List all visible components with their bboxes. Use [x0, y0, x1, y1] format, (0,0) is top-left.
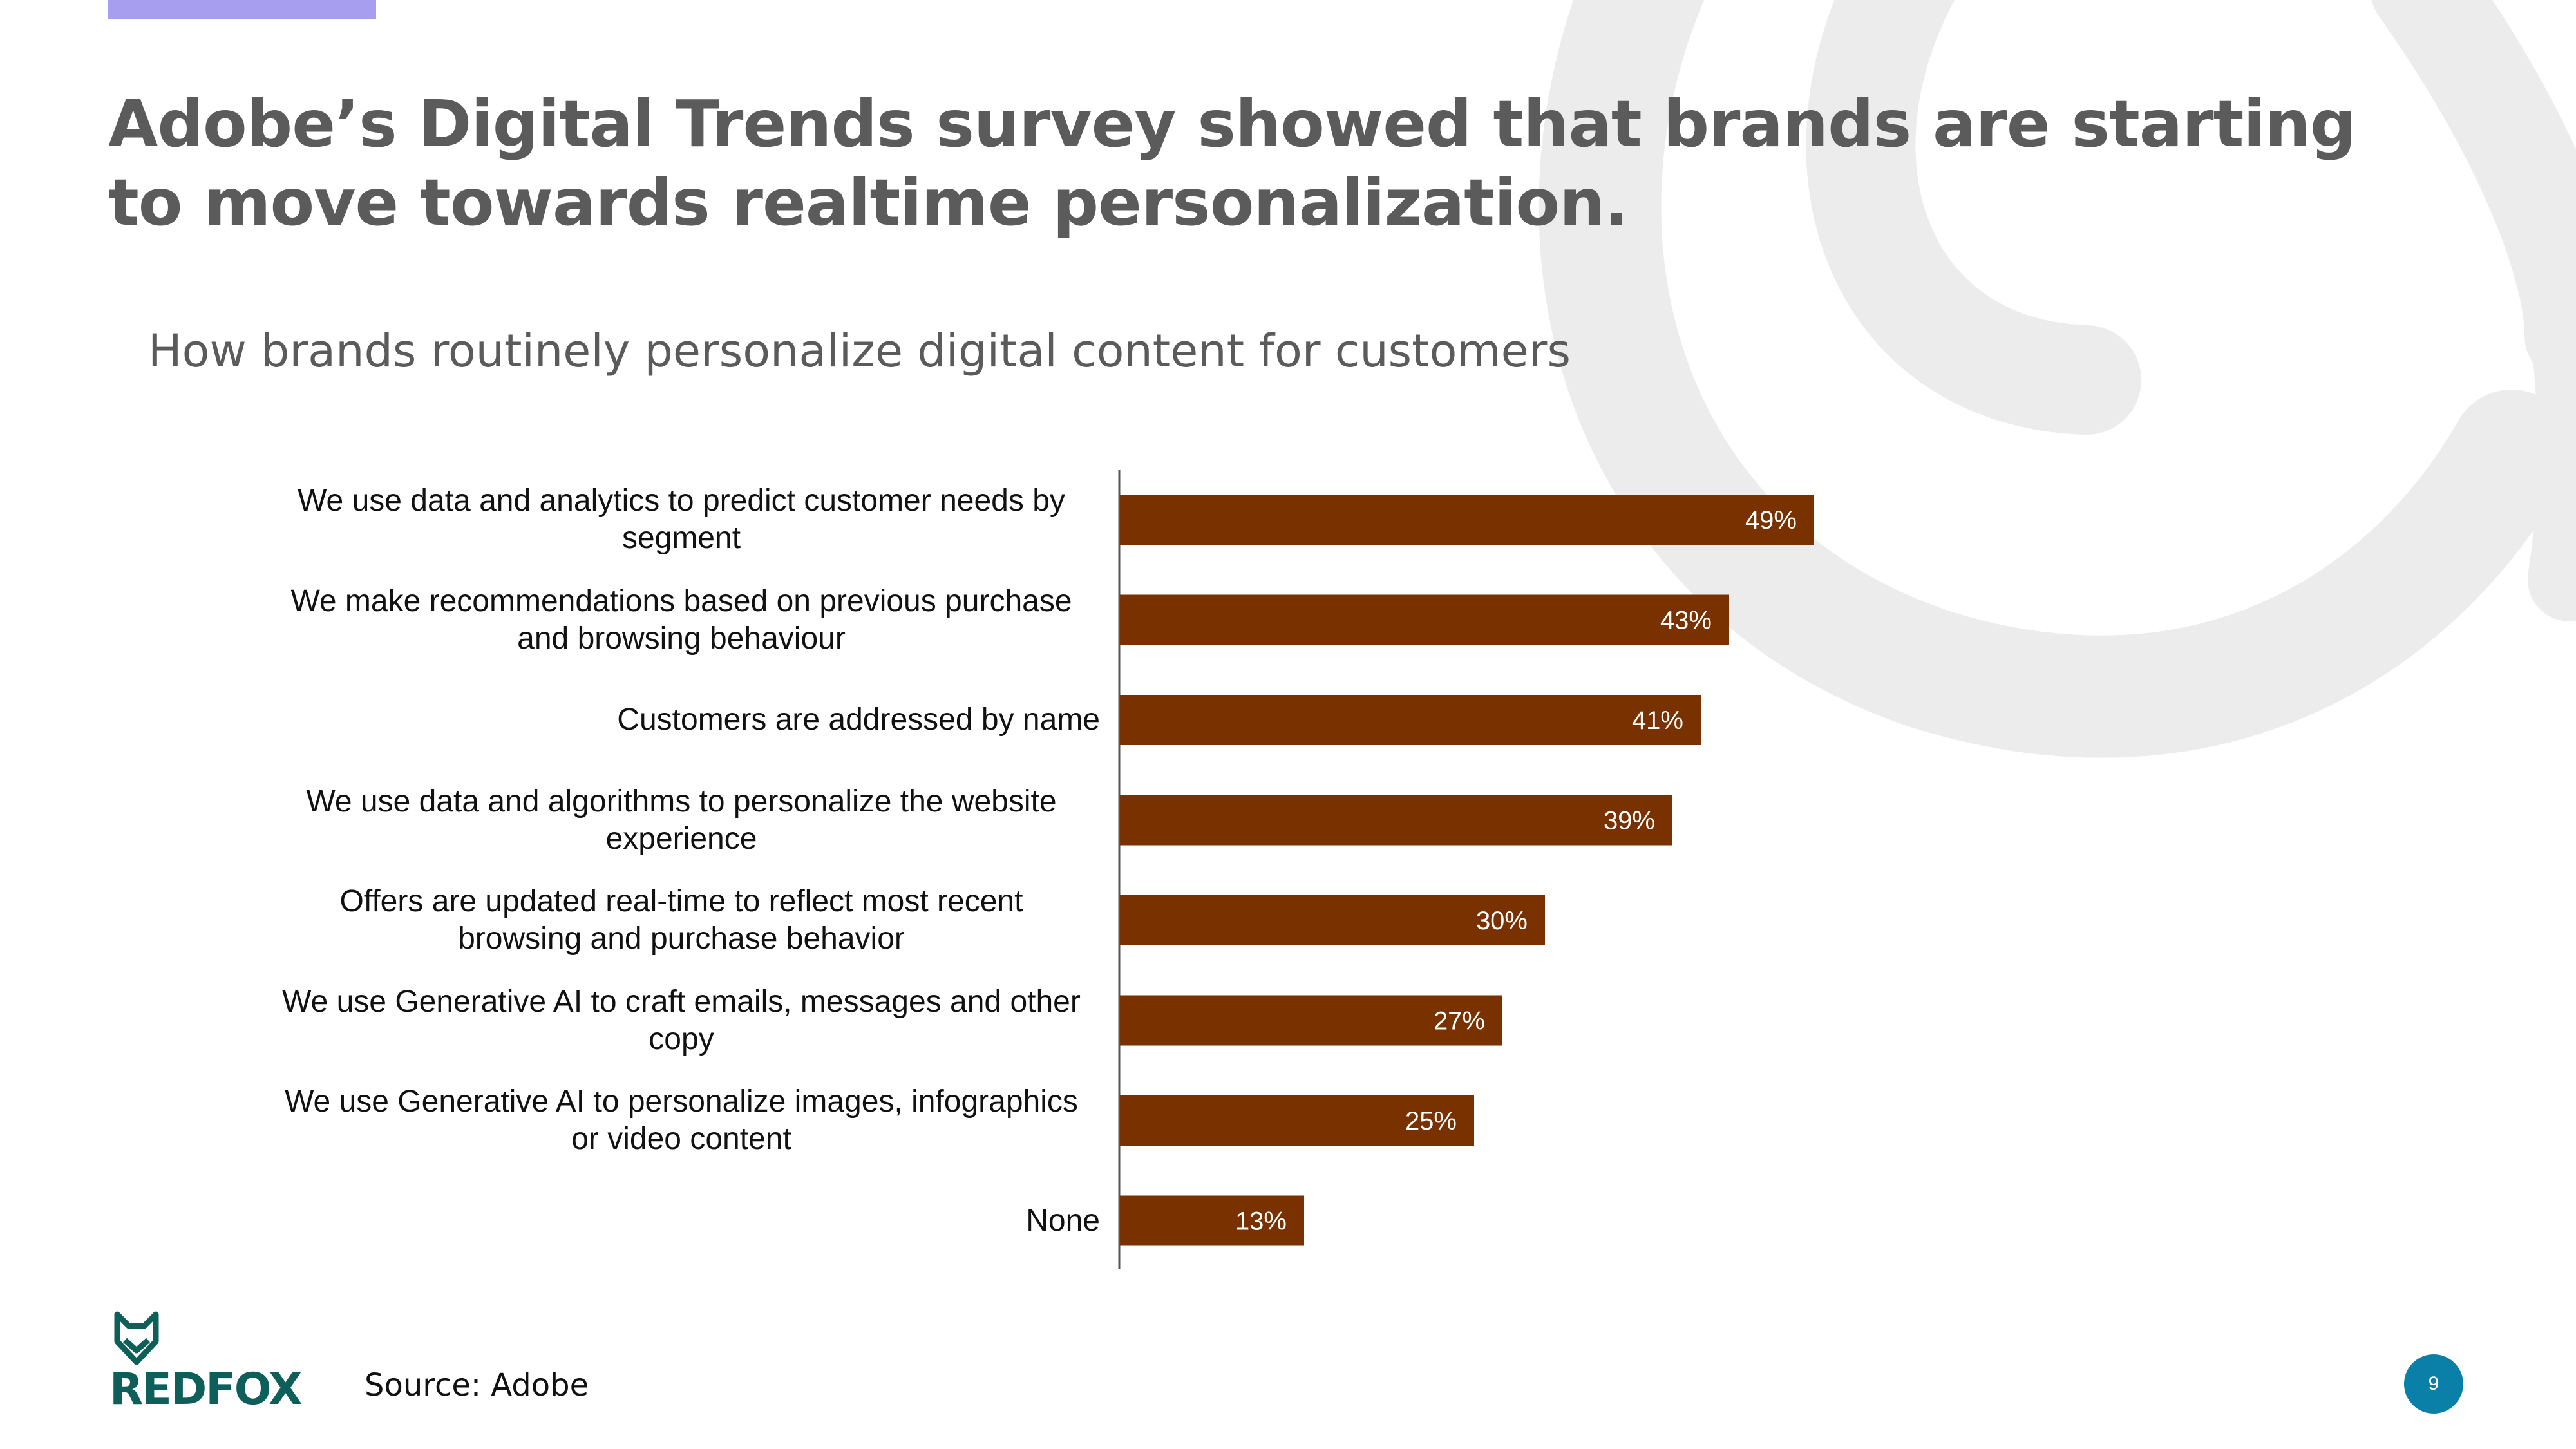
bar — [1120, 1195, 1304, 1246]
data-label: 27% — [1434, 1007, 1485, 1036]
accent-bar — [108, 0, 376, 19]
fox-logo-icon — [114, 1311, 159, 1365]
source-note: Source: Adobe — [365, 1367, 589, 1403]
data-label: 13% — [1235, 1208, 1287, 1236]
category-label: We use data and analytics to predict cus… — [298, 484, 1065, 555]
data-label: 49% — [1745, 506, 1797, 535]
category-label: We make recommendations based on previou… — [290, 583, 1072, 656]
bar — [1120, 495, 1814, 545]
data-label: 25% — [1405, 1107, 1457, 1135]
category-label: Offers are updated real-time to reflect … — [339, 884, 1023, 956]
slide-title: Adobe’s Digital Trends survey showed tha… — [108, 86, 2356, 240]
bar — [1120, 895, 1545, 945]
data-label: 41% — [1632, 706, 1683, 735]
logo-text: REDFOX — [109, 1364, 303, 1415]
bar — [1120, 795, 1672, 846]
category-label: We use data and algorithms to personaliz… — [306, 784, 1057, 856]
page-number-badge: 9 — [2404, 1354, 2463, 1414]
bar — [1120, 594, 1729, 645]
category-label: We use Generative AI to craft emails, me… — [282, 984, 1081, 1056]
bar — [1120, 695, 1701, 745]
data-label: 43% — [1660, 607, 1712, 635]
chart-title: How brands routinely personalize digital… — [148, 325, 1571, 377]
bar — [1120, 995, 1502, 1046]
data-label: 30% — [1476, 907, 1528, 935]
category-label: Customers are addressed by name — [617, 703, 1100, 737]
data-label: 39% — [1604, 807, 1655, 835]
category-label: None — [1026, 1203, 1100, 1238]
category-label: We use Generative AI to personalize imag… — [285, 1084, 1078, 1156]
redfox-logo: REDFOX — [109, 1311, 303, 1415]
bar — [1120, 1095, 1474, 1146]
